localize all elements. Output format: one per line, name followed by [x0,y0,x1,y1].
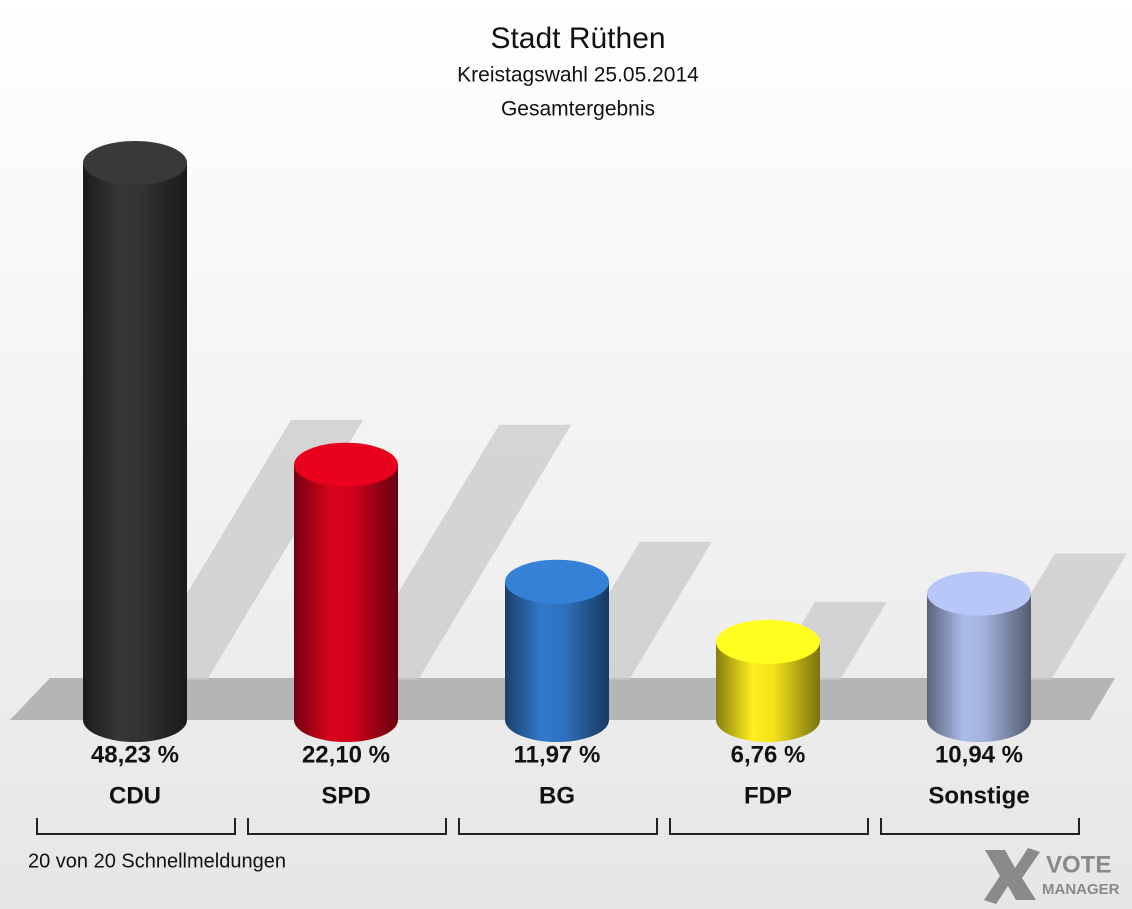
bar-top [716,619,820,664]
value-label: 11,97 % [514,741,601,768]
value-label: 10,94 % [935,741,1023,768]
x-tick-label: FDP [744,782,792,809]
chart-subtitle: Gesamtergebnis [501,98,655,121]
logo-text: VOTE [1046,851,1111,878]
value-label: 22,10 % [302,741,390,768]
value-label: 6,76 % [731,741,806,768]
logo: VOTE MANAGER [984,848,1120,904]
bar-top [294,442,398,487]
logo-text: MANAGER [1042,881,1120,898]
bar [927,571,1031,742]
bar [505,559,609,742]
chart-title: Stadt Rüthen [490,22,665,55]
logo-mark [984,848,1040,904]
category-bracket [247,818,447,835]
x-tick-label: SPD [321,782,370,809]
category-bracket [669,818,869,835]
x-tick-label: BG [539,782,575,809]
category-bracket [36,818,236,835]
bar-top [505,559,609,604]
bar-body [505,581,609,720]
chart-subtitle: Kreistagswahl 25.05.2014 [457,64,699,87]
bar [294,442,398,742]
bar-top [83,140,187,185]
bar-body [83,162,187,721]
bar [83,140,187,742]
x-tick-label: Sonstige [928,782,1029,809]
bar-body [294,464,398,720]
x-tick-label: CDU [109,782,161,809]
footer-note: 20 von 20 Schnellmeldungen [28,850,286,872]
bar-shadow [346,424,572,680]
value-label: 48,23 % [91,741,179,768]
category-bracket [880,818,1080,835]
bar-top [927,571,1031,616]
category-bracket [458,818,658,835]
bar [716,619,820,742]
